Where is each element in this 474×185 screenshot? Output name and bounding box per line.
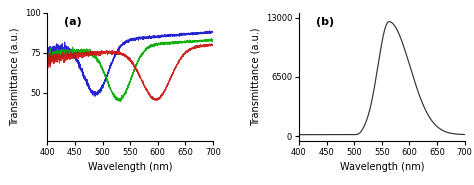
Text: (a): (a) xyxy=(64,17,82,27)
Text: (b): (b) xyxy=(316,17,334,27)
X-axis label: Wavelength (nm): Wavelength (nm) xyxy=(339,162,424,172)
X-axis label: Wavelength (nm): Wavelength (nm) xyxy=(88,162,173,172)
Y-axis label: Transmittance (a.u.): Transmittance (a.u.) xyxy=(250,28,260,126)
Y-axis label: Transmittance (a.u.): Transmittance (a.u.) xyxy=(9,28,19,126)
